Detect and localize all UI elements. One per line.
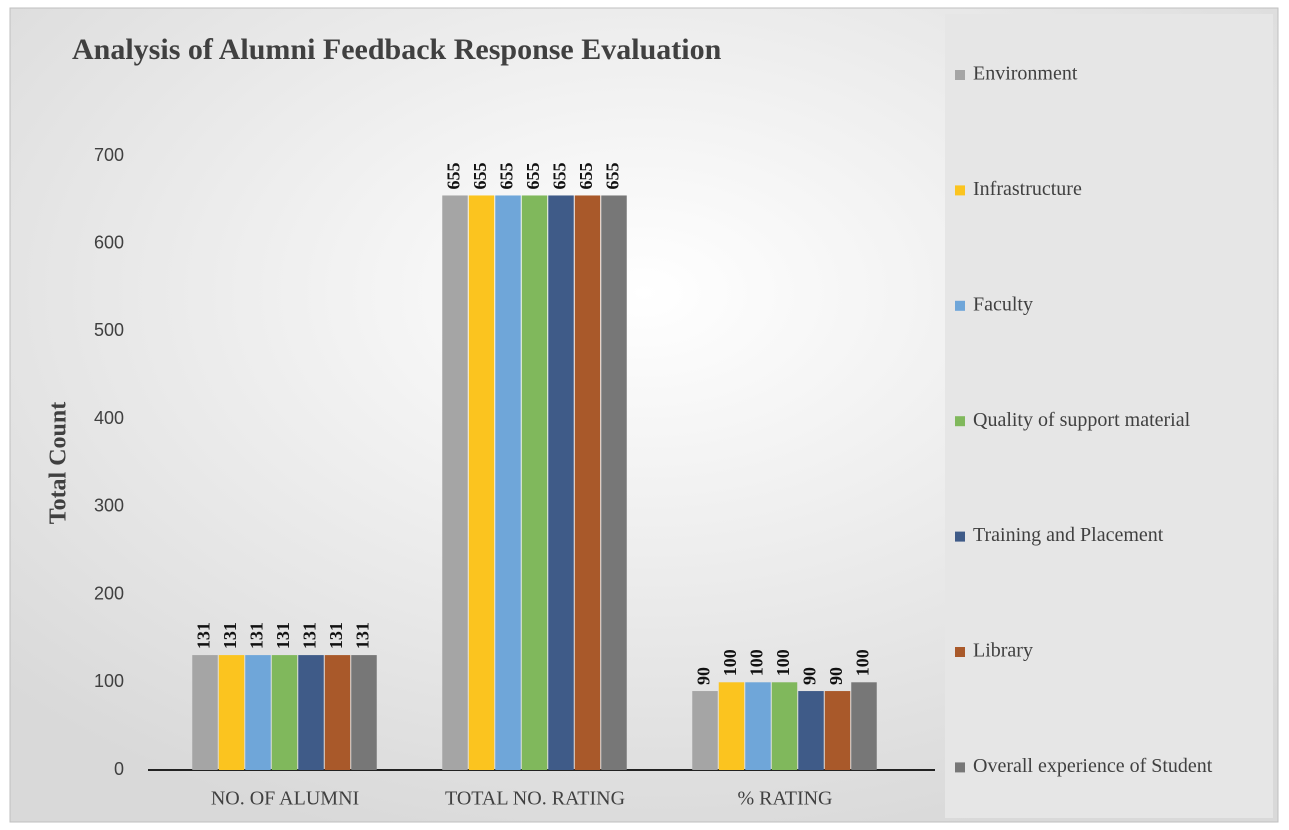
bar xyxy=(495,195,521,770)
bar xyxy=(351,655,377,770)
data-label: 655 xyxy=(550,162,570,189)
y-tick-label: 600 xyxy=(94,232,124,252)
legend-label: Environment xyxy=(973,63,1078,85)
legend-swatch xyxy=(955,416,965,427)
data-label: 131 xyxy=(273,622,293,649)
bar xyxy=(771,682,798,770)
bar xyxy=(548,195,574,770)
bar xyxy=(824,691,851,770)
y-tick-label: 400 xyxy=(94,408,124,428)
bar xyxy=(574,195,601,770)
bar xyxy=(218,655,245,770)
data-label: 100 xyxy=(747,649,767,676)
legend-swatch xyxy=(955,300,965,311)
bar xyxy=(601,195,627,770)
data-label: 655 xyxy=(576,162,596,189)
legend-label: Quality of support material xyxy=(973,409,1191,431)
x-tick-label: NO. OF ALUMNI xyxy=(211,788,359,810)
bar xyxy=(798,691,824,770)
bar xyxy=(192,655,218,770)
bar xyxy=(692,691,718,770)
y-tick-label: 500 xyxy=(94,320,124,340)
y-tick-label: 300 xyxy=(94,496,124,516)
y-tick-label: 100 xyxy=(94,671,124,691)
y-tick-label: 200 xyxy=(94,583,124,603)
legend-label: Library xyxy=(973,640,1033,662)
bar xyxy=(298,655,324,770)
data-label: 90 xyxy=(826,667,846,685)
legend-label: Training and Placement xyxy=(973,524,1164,546)
data-label: 131 xyxy=(194,622,214,649)
bar xyxy=(245,655,271,770)
data-label: 90 xyxy=(800,667,820,685)
bar xyxy=(271,655,298,770)
data-label: 655 xyxy=(497,162,517,189)
legend-label: Overall experience of Student xyxy=(973,755,1213,777)
legend-panel xyxy=(945,14,1273,818)
legend-swatch xyxy=(955,185,965,196)
data-label: 131 xyxy=(220,622,240,649)
data-label: 100 xyxy=(720,649,740,676)
data-label: 655 xyxy=(444,162,464,189)
data-label: 655 xyxy=(523,162,543,189)
legend-label: Infrastructure xyxy=(973,178,1082,200)
data-label: 131 xyxy=(247,622,267,649)
bar xyxy=(851,682,877,770)
data-label: 655 xyxy=(470,162,490,189)
data-label: 131 xyxy=(300,622,320,649)
data-label: 131 xyxy=(353,622,373,649)
data-label: 655 xyxy=(603,162,623,189)
x-tick-label: TOTAL NO. RATING xyxy=(445,788,625,810)
data-label: 131 xyxy=(326,622,346,649)
legend-swatch xyxy=(955,531,965,542)
data-label: 100 xyxy=(773,649,793,676)
bar xyxy=(442,195,468,770)
data-label: 100 xyxy=(853,649,873,676)
legend-swatch xyxy=(955,647,965,657)
x-tick-label: % RATING xyxy=(738,788,833,810)
chart-title: Analysis of Alumni Feedback Response Eva… xyxy=(72,33,722,66)
legend-swatch xyxy=(955,762,965,773)
bar xyxy=(745,682,771,770)
bar xyxy=(468,195,495,770)
legend-swatch xyxy=(955,70,965,80)
data-label: 90 xyxy=(694,667,714,685)
bar xyxy=(324,655,351,770)
bar xyxy=(521,195,548,770)
legend-label: Faculty xyxy=(973,293,1033,315)
y-axis-title: Total Count xyxy=(46,402,72,524)
bar xyxy=(718,682,745,770)
y-tick-label: 0 xyxy=(114,759,124,779)
y-tick-label: 700 xyxy=(94,145,124,165)
